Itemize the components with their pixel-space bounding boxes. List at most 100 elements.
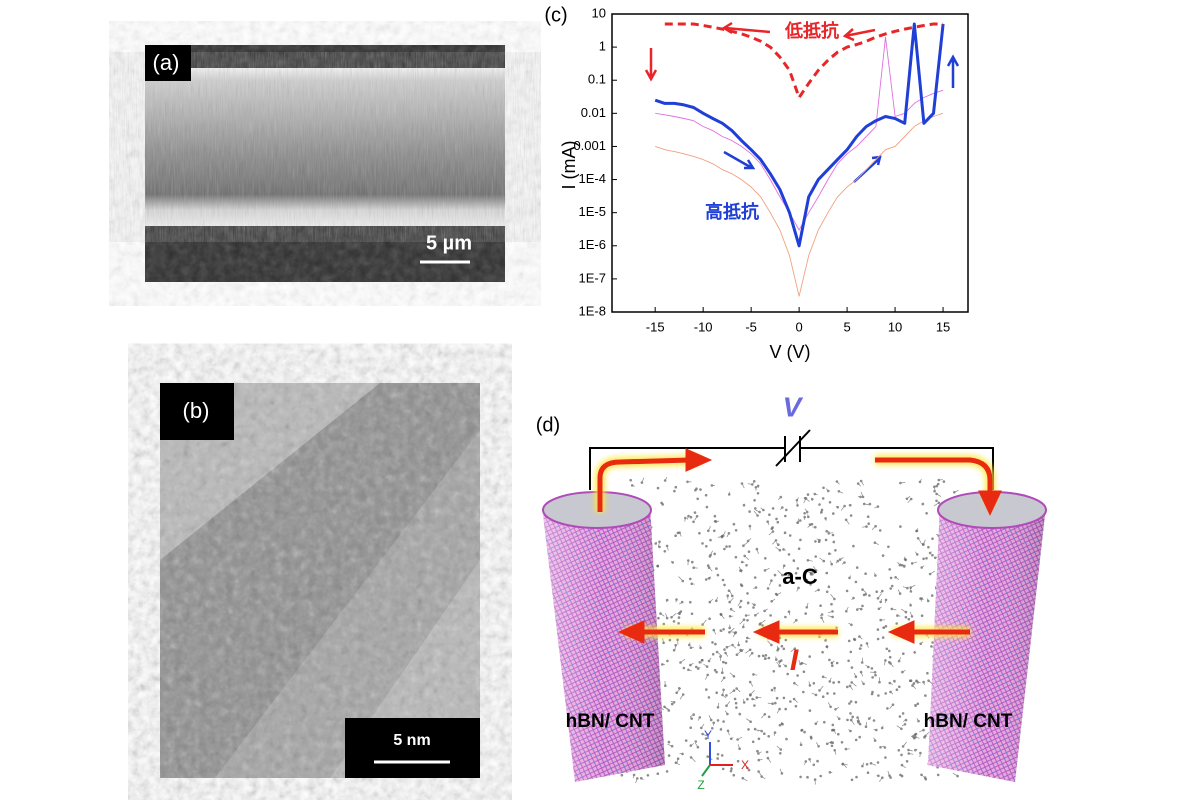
atom xyxy=(867,515,870,518)
atom xyxy=(884,692,887,695)
bond xyxy=(710,599,713,602)
panel-a: (a) 5 µm xyxy=(145,45,505,282)
scale-bar-label: 5 nm xyxy=(393,732,430,749)
atom xyxy=(915,733,918,736)
atom xyxy=(721,754,724,757)
atom xyxy=(850,514,853,517)
atom xyxy=(680,610,683,613)
atom xyxy=(768,716,771,719)
bond xyxy=(878,593,882,598)
atom xyxy=(899,774,902,777)
bond xyxy=(872,526,876,530)
atom xyxy=(771,527,774,530)
atom xyxy=(926,672,929,675)
atom xyxy=(689,601,692,604)
bond xyxy=(831,594,835,599)
bond xyxy=(713,723,714,726)
atom xyxy=(832,724,835,727)
current-label: I xyxy=(790,644,799,677)
atom xyxy=(818,540,821,543)
atom xyxy=(931,537,934,540)
atom xyxy=(714,515,717,518)
atom xyxy=(785,639,788,642)
atom xyxy=(931,554,934,557)
atom xyxy=(888,568,891,571)
bond xyxy=(794,683,798,686)
series-line xyxy=(655,113,943,296)
atom xyxy=(851,666,854,669)
bond xyxy=(750,690,754,694)
bond xyxy=(743,778,748,781)
atom xyxy=(722,768,725,771)
bond xyxy=(828,702,830,707)
y-tick-label: 1E-5 xyxy=(579,204,606,219)
atom xyxy=(748,510,751,513)
atom xyxy=(937,774,940,777)
atom xyxy=(753,499,756,502)
bond xyxy=(685,518,686,522)
x-tick-label: 0 xyxy=(795,319,802,334)
atom xyxy=(899,715,902,718)
panel-label: (d) xyxy=(536,414,560,436)
atom xyxy=(715,671,718,674)
x-tick-label: -10 xyxy=(694,319,713,334)
atom xyxy=(708,696,711,699)
bond xyxy=(737,651,741,655)
atom xyxy=(831,729,834,732)
atom xyxy=(921,614,924,617)
atom xyxy=(852,545,855,548)
panel-d: (d) V a-C I hBN/ CNT hBN/ CNT Y X xyxy=(536,391,1046,792)
atom xyxy=(831,741,834,744)
atom xyxy=(877,638,880,641)
bond xyxy=(750,682,753,686)
atom xyxy=(752,741,755,744)
atom xyxy=(671,703,674,706)
bond xyxy=(745,650,750,653)
bond xyxy=(772,540,776,544)
atom xyxy=(734,698,737,701)
atom xyxy=(809,523,812,526)
x-tick-label: 15 xyxy=(936,319,950,334)
atom xyxy=(725,545,728,548)
atom xyxy=(882,636,885,639)
atom xyxy=(882,626,885,629)
bond xyxy=(806,613,807,614)
atom xyxy=(748,550,751,553)
atom xyxy=(829,501,832,504)
axis-label: Z xyxy=(697,778,704,792)
bond xyxy=(911,585,916,588)
atom xyxy=(728,589,731,592)
atom xyxy=(696,498,699,501)
bond xyxy=(847,590,848,591)
bond xyxy=(703,664,707,667)
atom xyxy=(856,566,859,569)
bond xyxy=(717,652,722,656)
y-tick-label: 10 xyxy=(592,5,606,20)
bond xyxy=(730,591,732,596)
atom xyxy=(871,693,874,696)
atom xyxy=(889,656,892,659)
atom xyxy=(884,756,887,759)
atom xyxy=(841,741,844,744)
bond xyxy=(908,499,912,503)
atom xyxy=(728,545,731,548)
atom xyxy=(784,708,787,711)
bond xyxy=(907,496,910,499)
atom xyxy=(709,539,712,542)
atom xyxy=(711,641,714,644)
bond xyxy=(929,681,933,684)
atom xyxy=(657,565,660,568)
atom xyxy=(821,651,824,654)
atom xyxy=(856,608,859,611)
atom xyxy=(850,651,853,654)
atom xyxy=(720,613,723,616)
atom xyxy=(810,736,813,739)
atom xyxy=(922,503,925,506)
atom xyxy=(851,779,854,782)
atom xyxy=(868,594,871,597)
atom xyxy=(798,547,801,550)
atom xyxy=(834,549,837,552)
atom xyxy=(689,578,692,581)
atom xyxy=(701,542,704,545)
y-tick-label: 1E-7 xyxy=(579,270,606,285)
